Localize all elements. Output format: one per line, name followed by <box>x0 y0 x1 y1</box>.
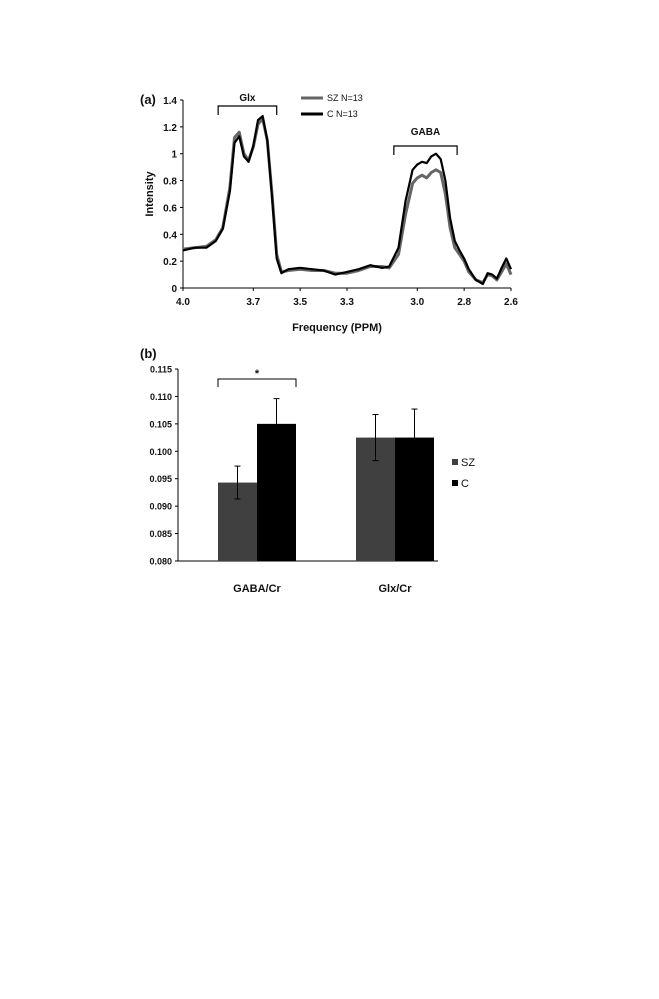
category-label: GABA/Cr <box>233 583 281 595</box>
significance-marker: * <box>255 368 260 380</box>
y-tick-label: 0.090 <box>149 502 172 512</box>
panel-b-label: (b) <box>140 346 157 361</box>
series-line-c <box>182 115 513 286</box>
series-line-sz <box>182 117 513 285</box>
significance-bracket <box>217 378 297 387</box>
ratio-bar-chart: 0.080 0.085 0.090 0.095 0.100 0.105 0.110 0.115… <box>149 365 475 596</box>
y-tick-label: 0.105 <box>149 419 172 429</box>
x-axis-title: Frequency (PPM) <box>292 322 382 334</box>
y-tick-label: 0.095 <box>149 474 172 484</box>
category-label: Glx/Cr <box>378 583 412 595</box>
x-tick-label: 3.3 <box>340 297 354 308</box>
spectrum-line-chart: 0 0.2 0.4 0.6 0.8 1 1.2 1.4 4.0 3.7 3.5 3.3 3.0 2.8 2.… <box>144 93 518 334</box>
y-tick-label: 0.115 <box>150 365 172 375</box>
y-tick-label: 0.2 <box>163 257 177 268</box>
y-axis-title: Intensity <box>144 171 156 217</box>
panel-a-label: (a) <box>140 92 156 107</box>
annotation-label: Glx <box>239 93 256 104</box>
y-tick-label: 1.4 <box>163 96 177 107</box>
y-tick-label: 1 <box>171 150 177 161</box>
bracket-glx <box>217 105 278 115</box>
y-tick-label: 0.4 <box>163 230 177 241</box>
x-tick-label: 2.6 <box>504 297 518 308</box>
legend-label: SZ N=13 <box>327 93 363 103</box>
legend-swatch <box>452 459 458 465</box>
y-tick-label: 0 <box>171 284 177 295</box>
y-tick-label: 0.080 <box>149 557 172 567</box>
y-tick-label: 0.110 <box>150 392 172 402</box>
x-tick-label: 4.0 <box>176 297 190 308</box>
y-tick-label: 0.100 <box>149 447 172 457</box>
x-tick-label: 3.0 <box>410 297 424 308</box>
y-tick-label: 0.6 <box>163 203 177 214</box>
x-tick-label: 3.5 <box>293 297 307 308</box>
y-tick-label: 1.2 <box>163 123 177 134</box>
annotation-label: GABA <box>411 127 440 138</box>
y-tick-label: 0.085 <box>149 529 172 539</box>
legend-label: SZ <box>461 457 475 469</box>
legend-label: C N=13 <box>327 109 358 119</box>
x-tick-label: 2.8 <box>457 297 471 308</box>
bracket-gaba <box>393 145 458 155</box>
y-tick-label: 0.8 <box>163 177 177 188</box>
legend-swatch <box>452 480 458 486</box>
x-tick-label: 3.7 <box>246 297 260 308</box>
legend-label: C <box>461 478 469 490</box>
